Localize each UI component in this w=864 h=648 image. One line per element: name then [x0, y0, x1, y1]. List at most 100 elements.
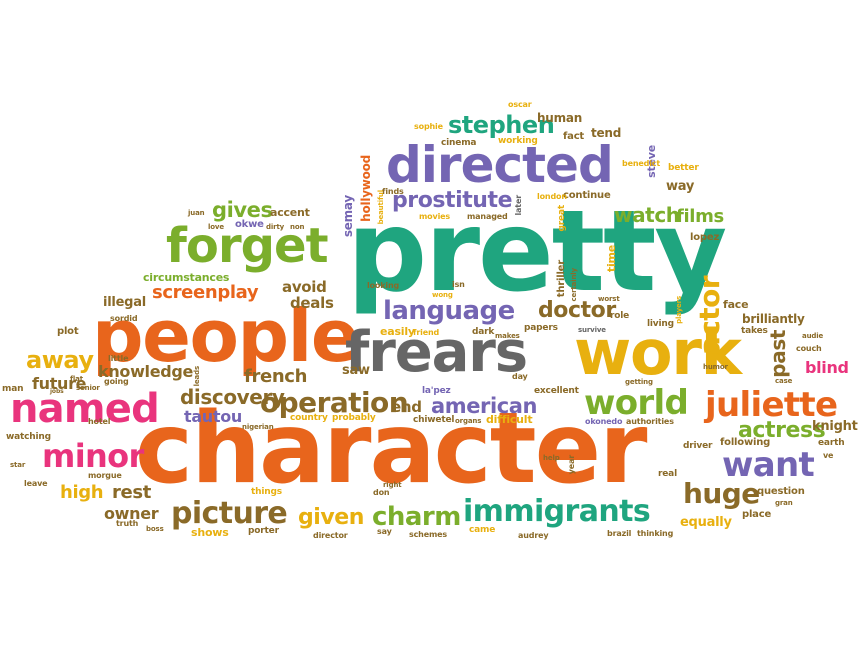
word-non: non	[290, 223, 305, 231]
word-pretty: pretty	[347, 187, 727, 317]
word-country: country	[290, 413, 328, 423]
word-flat: flat	[70, 375, 83, 383]
word-living: living	[647, 319, 674, 329]
word-knight: knight	[812, 419, 858, 434]
word-getting: getting	[625, 378, 653, 386]
word-came: came	[469, 525, 496, 535]
word-owner: owner	[104, 504, 159, 523]
word-chiwetel: chiwetel	[413, 415, 455, 425]
word-cinema: cinema	[441, 138, 477, 148]
word-don: don	[373, 488, 390, 497]
word-away: away	[26, 346, 94, 374]
word-gran: gran	[775, 499, 793, 507]
word-sophie: sophie	[414, 122, 443, 131]
word-help: help	[543, 454, 560, 462]
word-screenplay: screenplay	[152, 282, 259, 303]
word-films: films	[676, 206, 724, 227]
word-time: time	[605, 245, 618, 273]
word-face: face	[723, 298, 749, 311]
word-earth: earth	[818, 438, 845, 448]
word-frears: frears	[345, 320, 528, 385]
word-world: world	[584, 383, 689, 423]
word-tend: tend	[591, 126, 622, 140]
word-way: way	[666, 179, 695, 194]
word-discovery: discovery	[180, 385, 285, 409]
word-continue: continue	[563, 190, 611, 201]
word-leave: leave	[24, 479, 48, 488]
word-friend: friend	[413, 328, 440, 337]
word-question: question	[757, 486, 805, 497]
word-movies: movies	[419, 212, 451, 221]
word-excellent: excellent	[534, 386, 579, 396]
word-probably: probably	[332, 413, 376, 423]
word-real: real	[658, 469, 677, 479]
word-year: year	[567, 455, 576, 475]
word-accent: accent	[270, 206, 310, 219]
word-london: london	[537, 192, 567, 201]
word-audie: audie	[802, 332, 824, 340]
word-worst: worst	[598, 295, 620, 303]
word-senior: senior	[76, 384, 100, 392]
word-leads: leads	[193, 366, 201, 387]
word-porter: porter	[248, 526, 279, 536]
word-humor: humor	[703, 363, 728, 371]
word-watching: watching	[6, 432, 51, 442]
word-shows: shows	[191, 526, 229, 539]
word-semay: semay	[341, 195, 355, 238]
word-huge: huge	[683, 477, 760, 510]
word-say: say	[377, 527, 392, 536]
word-end: end	[391, 398, 422, 416]
word-equally: equally	[680, 515, 732, 530]
word-future: future	[32, 374, 87, 393]
word-thinking: thinking	[637, 529, 674, 538]
word-easily: easily	[380, 325, 415, 338]
word-following: following	[720, 437, 771, 448]
word-watch: watch	[614, 203, 680, 227]
word-benedict: benedict	[622, 159, 661, 168]
word-past: past	[766, 330, 790, 378]
word-oscar: oscar	[508, 100, 532, 109]
word-isn: isn	[452, 280, 465, 289]
word-finds: finds	[382, 187, 404, 196]
word-doctor: doctor	[538, 298, 616, 323]
word-stephen: stephen	[448, 111, 555, 139]
word-day: day	[512, 372, 528, 381]
word-want: want	[722, 445, 815, 485]
word-place: place	[742, 509, 772, 520]
word-schemes: schemes	[409, 530, 448, 539]
word-ve: ve	[823, 451, 834, 460]
word-people: people	[92, 294, 360, 378]
word-deals: deals	[290, 294, 334, 312]
word-role: role	[610, 311, 630, 321]
word-hollywood: hollywood	[359, 155, 373, 222]
word-tautou: tautou	[184, 407, 242, 426]
word-given: given	[298, 505, 365, 530]
word-case: case	[775, 377, 793, 385]
word-sordid: sordid	[110, 314, 138, 323]
word-named: named	[10, 386, 160, 432]
word-looking: looking	[367, 281, 400, 290]
word-saw: saw	[342, 363, 370, 378]
word-directed: directed	[386, 136, 614, 194]
word-rest: rest	[112, 482, 151, 503]
word-juliette: juliette	[705, 385, 838, 425]
word-french: french	[244, 366, 308, 387]
word-boss: boss	[146, 525, 164, 533]
word-wong: wong	[432, 291, 453, 299]
word-love: love	[208, 223, 224, 231]
word-things: things	[251, 487, 282, 497]
word-okonedo: okonedo	[585, 417, 623, 426]
word-difficult: difficult	[486, 413, 533, 426]
word-picture: picture	[171, 496, 288, 531]
word-certainly: certainly	[570, 268, 578, 302]
word-takes: takes	[741, 326, 768, 336]
word-dark: dark	[472, 327, 495, 337]
word-forget: forget	[166, 218, 329, 274]
word-plot: plot	[57, 326, 79, 337]
word-lopez: lopez	[690, 232, 720, 243]
word-players: players	[675, 296, 683, 324]
word-later: later	[514, 195, 523, 216]
word-charm: charm	[372, 502, 461, 532]
word-circumstances: circumstances	[143, 271, 230, 284]
